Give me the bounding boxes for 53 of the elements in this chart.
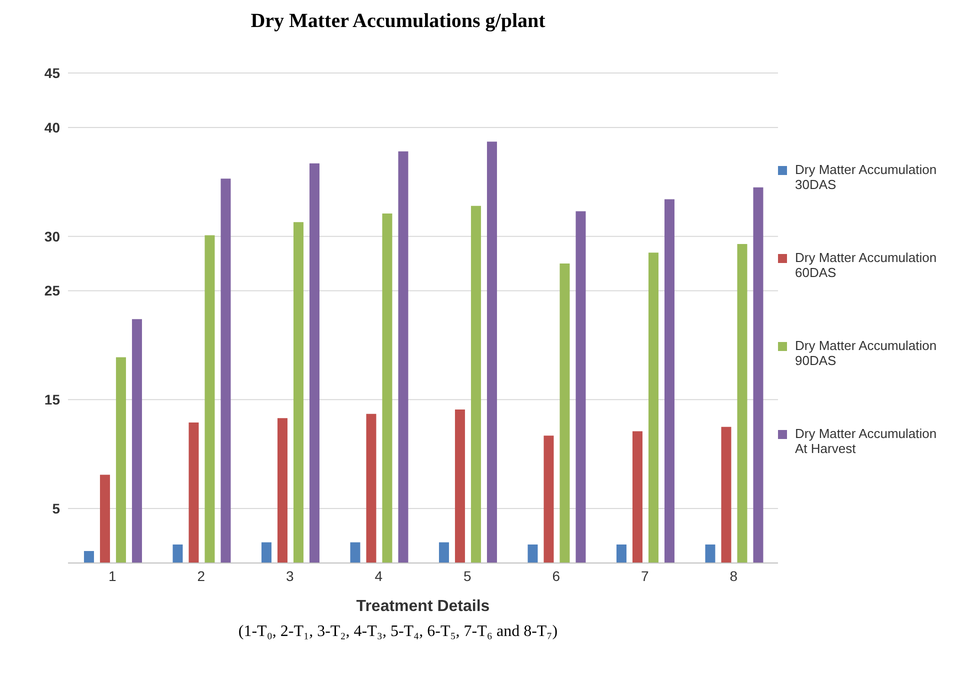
y-tick-label: 40: [44, 119, 60, 136]
bar: [664, 199, 674, 563]
legend-label: Dry Matter Accumulation At Harvest: [795, 426, 938, 456]
bar: [398, 151, 408, 563]
bar: [721, 426, 732, 563]
bar: [648, 252, 658, 563]
bar: [84, 551, 94, 563]
x-tick-label: 8: [730, 568, 738, 584]
bar: [261, 542, 272, 563]
x-tick-label: 7: [640, 568, 649, 584]
x-tick-label: 3: [286, 568, 294, 584]
bar: [132, 319, 142, 563]
bar: [172, 544, 183, 563]
bar: [470, 206, 481, 563]
text: (1-T₀, 2-T₁, 3-T₂, 4-T₃, 5-T₄, 6-T₅, 7-T₆ and 8-T₇): [237, 623, 559, 641]
bar: [116, 357, 126, 563]
x-tick-label: 1: [108, 568, 116, 584]
legend-label: Dry Matter Accumulation 30DAS: [795, 162, 938, 192]
x-axis-title: Treatment Details: [356, 598, 490, 615]
bar: [293, 222, 304, 563]
y-tick-label: 15: [44, 392, 60, 408]
bar: [576, 211, 586, 563]
chart-title: Dry Matter Accumulations g/plant: [250, 10, 546, 33]
bar: [737, 244, 748, 563]
bar: [438, 542, 449, 563]
y-tick-label: 25: [44, 282, 60, 299]
bar: [544, 436, 554, 563]
bar: [616, 544, 626, 563]
bar: [100, 474, 110, 563]
bar: [560, 264, 570, 563]
bar: [454, 409, 465, 563]
y-tick-label: 30: [44, 228, 60, 244]
bar: [486, 142, 497, 563]
bar: [382, 213, 392, 563]
x-tick-label: 6: [552, 568, 560, 584]
x-tick-label: 4: [374, 568, 383, 584]
bar: [350, 542, 360, 563]
bar: [188, 422, 199, 563]
bar: [366, 414, 376, 563]
bar: [705, 544, 716, 563]
bar: [528, 544, 538, 563]
y-tick-label: 5: [52, 500, 60, 517]
bar: [277, 418, 288, 563]
x-tick-label: 5: [463, 568, 472, 584]
bar: [220, 178, 231, 563]
bar: [309, 163, 320, 563]
legend-label: Dry Matter Accumulation 90DAS: [795, 338, 938, 368]
bar: [632, 431, 642, 563]
bar: [204, 235, 215, 563]
bar: [753, 187, 764, 563]
x-tick-label: 2: [197, 568, 206, 584]
y-tick-label: 45: [44, 64, 60, 81]
legend-label: Dry Matter Accumulation 60DAS: [795, 250, 938, 280]
